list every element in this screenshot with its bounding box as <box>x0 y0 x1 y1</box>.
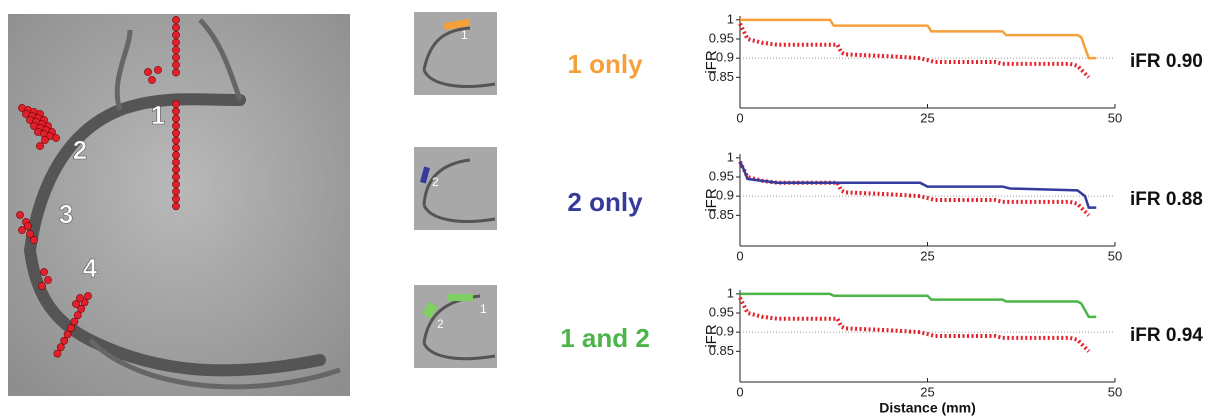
y-tick-label: 1 <box>727 11 734 26</box>
marker-dot <box>144 68 151 75</box>
marker-dot <box>172 137 179 144</box>
baseline-line <box>740 298 1089 352</box>
marker-dot <box>172 24 179 31</box>
marker-dot <box>172 46 179 53</box>
y-tick-label: 0.85 <box>709 343 734 358</box>
marker-dot <box>74 312 81 319</box>
thumb-label: 1 <box>480 302 487 316</box>
annotation: iFR 0.88 <box>1130 189 1203 210</box>
marker-dot <box>71 318 78 325</box>
marker-dot <box>24 222 31 229</box>
thumb-label: 2 <box>432 175 439 189</box>
marker-dot <box>30 236 37 243</box>
marker-dot <box>67 324 74 331</box>
segment-highlight <box>447 294 473 301</box>
x-tick-label: 50 <box>1108 384 1122 399</box>
marker-dot <box>84 292 91 299</box>
marker-dot <box>40 268 47 275</box>
x-tick-label: 0 <box>736 110 743 125</box>
marker-dot <box>172 115 179 122</box>
y-tick-label: 0.95 <box>709 304 734 319</box>
annotation: iFR 0.94 <box>1130 325 1203 346</box>
marker-dot <box>172 188 179 195</box>
y-tick-label: 0.9 <box>716 324 734 339</box>
segment-label: 4 <box>83 253 98 283</box>
thumb-label: 1 <box>461 28 468 42</box>
marker-dot <box>172 144 179 151</box>
thumbnails: 1 2 2 1 <box>414 12 497 368</box>
treated-line <box>740 20 1096 58</box>
baseline-line <box>740 24 1089 78</box>
x-tick-label: 50 <box>1108 110 1122 125</box>
y-tick-label: 1 <box>727 149 734 164</box>
angiogram: 1 2 3 4 <box>8 14 350 396</box>
thumb-label: 2 <box>437 317 444 331</box>
marker-dot <box>172 203 179 210</box>
y-tick-label: 0.85 <box>709 207 734 222</box>
marker-dot <box>154 66 161 73</box>
marker-dot <box>38 282 45 289</box>
marker-dot <box>172 195 179 202</box>
x-axis-label: Distance (mm) <box>879 400 975 416</box>
marker-dot <box>44 276 51 283</box>
marker-dot <box>172 152 179 159</box>
y-tick-label: 0.9 <box>716 50 734 65</box>
x-tick-label: 25 <box>920 248 934 263</box>
marker-dot <box>148 76 155 83</box>
marker-dot <box>172 16 179 23</box>
marker-dot <box>57 344 64 351</box>
marker-dot <box>52 134 59 141</box>
marker-dot <box>172 130 179 137</box>
x-tick-label: 0 <box>736 384 743 399</box>
treated-line <box>740 294 1096 317</box>
marker-dot <box>172 100 179 107</box>
marker-dot <box>72 300 79 307</box>
y-tick-label: 0.95 <box>709 168 734 183</box>
x-tick-label: 25 <box>920 384 934 399</box>
marker-dot <box>172 54 179 61</box>
y-tick-label: 1 <box>727 285 734 300</box>
marker-dot <box>64 331 71 338</box>
panel-title: 1 only <box>567 49 643 79</box>
panel-title: 2 only <box>567 187 643 217</box>
marker-dot <box>172 108 179 115</box>
marker-dot <box>172 166 179 173</box>
marker-dot <box>54 350 61 357</box>
marker-dot <box>172 69 179 76</box>
x-tick-label: 25 <box>920 110 934 125</box>
marker-dot <box>172 181 179 188</box>
marker-dot <box>172 173 179 180</box>
marker-dot <box>61 337 68 344</box>
segment-label: 1 <box>151 100 165 130</box>
x-tick-label: 50 <box>1108 248 1122 263</box>
segment-label: 3 <box>59 199 73 229</box>
figure: 1 2 3 4 1 2 2 1 1 onlyiFR 0.90iFR0.850.9… <box>0 0 1223 418</box>
marker-dot <box>172 159 179 166</box>
segment-label: 2 <box>73 135 87 165</box>
marker-dot <box>172 31 179 38</box>
y-tick-label: 0.9 <box>716 188 734 203</box>
y-tick-label: 0.95 <box>709 30 734 45</box>
marker-dot <box>16 211 23 218</box>
marker-dot <box>41 136 48 143</box>
panel-title: 1 and 2 <box>560 323 650 353</box>
annotation: iFR 0.90 <box>1130 51 1203 72</box>
marker-dot <box>172 61 179 68</box>
marker-dot <box>36 142 43 149</box>
marker-dot <box>172 39 179 46</box>
marker-dot <box>172 122 179 129</box>
y-tick-label: 0.85 <box>709 69 734 84</box>
x-tick-label: 0 <box>736 248 743 263</box>
